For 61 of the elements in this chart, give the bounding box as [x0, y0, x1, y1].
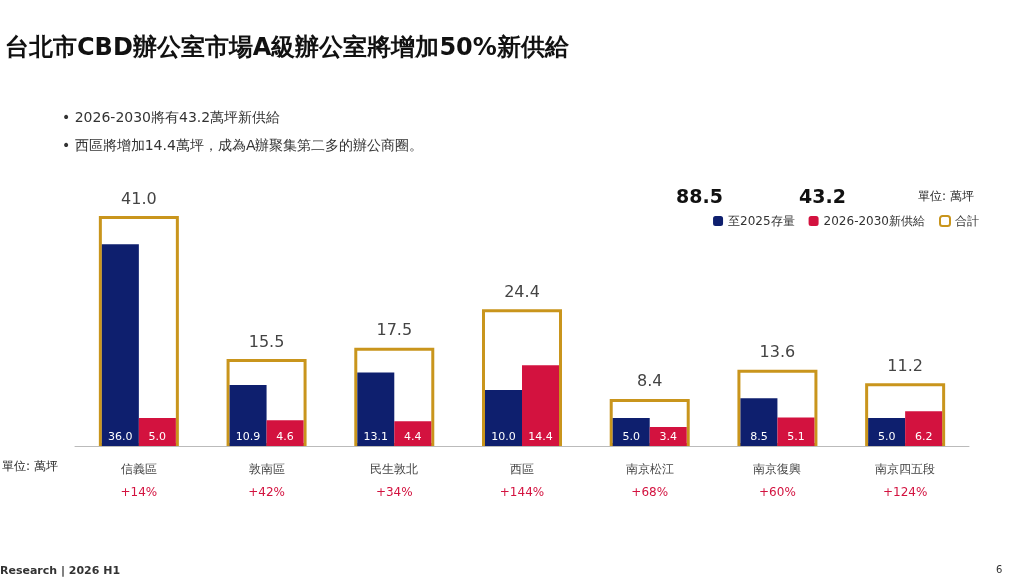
text: 43.2	[799, 184, 846, 207]
legend-label: 至2025存量	[728, 214, 795, 228]
bar	[868, 417, 906, 446]
text: +42%	[248, 485, 285, 499]
data-label: 11.2	[887, 355, 923, 375]
data-label: 13.1	[363, 430, 389, 443]
bar	[357, 372, 395, 446]
data-label: 5.0	[877, 430, 896, 443]
text: +34%	[375, 485, 413, 499]
bar	[101, 244, 139, 446]
data-label: 5.0	[148, 430, 167, 443]
bar	[522, 365, 559, 446]
x-tick-label: 南京復興	[753, 462, 802, 476]
data-label: 3.4	[659, 430, 677, 443]
bar	[777, 417, 815, 446]
text: 單位: 萬坪	[2, 459, 58, 473]
bar	[266, 420, 304, 446]
data-label: 10.0	[491, 430, 516, 443]
text: 單位: 萬坪	[918, 189, 974, 203]
x-tick-label: 西區	[510, 462, 534, 476]
data-label: 5.1	[787, 430, 805, 443]
x-tick-label: 信義區	[120, 462, 157, 476]
bar	[649, 426, 687, 446]
data-label: 10.9	[235, 430, 261, 443]
data-label: 5.0	[622, 430, 640, 443]
data-label: 17.5	[376, 320, 413, 340]
data-label: 6.2	[914, 430, 933, 443]
bar	[485, 389, 522, 446]
bar	[740, 398, 778, 446]
text: +144%	[499, 485, 545, 499]
bar	[612, 417, 650, 446]
data-label: 41.0	[121, 188, 157, 208]
legend-label: 2026-2030新供給	[823, 214, 926, 228]
legend-label: 合計	[955, 214, 979, 228]
bar	[394, 421, 432, 446]
bar	[905, 411, 943, 446]
text: +68%	[631, 485, 669, 499]
text: • 2026-2030將有43.2萬坪新供給	[62, 109, 281, 125]
text: 6	[996, 563, 1003, 575]
x-tick-label: 南京松江	[625, 462, 674, 476]
text: • 西區將增加14.4萬坪，成為A辦聚集第二多的辦公商圈。	[62, 137, 424, 153]
text: +14%	[120, 485, 158, 499]
bar	[138, 417, 176, 446]
data-label: 8.4	[636, 371, 663, 391]
data-label: 15.5	[248, 331, 285, 351]
data-label: 13.6	[759, 342, 796, 362]
text: +124%	[882, 485, 928, 499]
data-label: 8.5	[750, 430, 768, 443]
text: 88.5	[676, 184, 723, 207]
text: Research | 2026 H1	[0, 564, 121, 577]
bar	[229, 384, 267, 446]
data-label: 14.4	[528, 430, 553, 443]
data-label: 4.4	[404, 430, 422, 443]
x-tick-label: 南京四五段	[875, 462, 936, 476]
x-tick-label: 民生敦北	[370, 462, 419, 476]
chart-title: 台北市CBD辦公室市場A級辦公室將增加50%新供給	[5, 33, 570, 61]
data-label: 24.4	[504, 281, 540, 301]
text: +60%	[759, 485, 796, 499]
x-tick-label: 敦南區	[248, 462, 285, 476]
data-label: 36.0	[108, 430, 133, 443]
data-label: 4.6	[276, 430, 294, 443]
